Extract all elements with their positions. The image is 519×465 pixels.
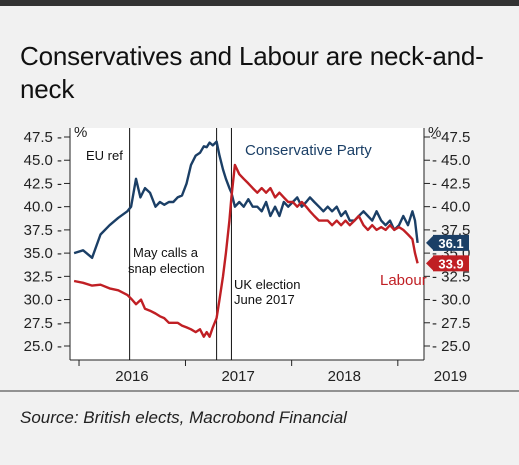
- end-label-value: 36.1: [438, 236, 463, 251]
- x-tick-label: 2016: [115, 368, 148, 385]
- y-right-unit: %: [428, 124, 441, 141]
- y-left-tick-label: 40.0 -: [24, 199, 62, 216]
- end-label-conservative: 36.1: [426, 234, 469, 251]
- y-right-tick-label: - 42.5: [432, 175, 470, 192]
- y-right-tick-label: - 25.0: [432, 338, 470, 355]
- y-left-tick-label: 47.5 -: [24, 129, 62, 146]
- y-right-tick-label: - 45.0: [432, 152, 470, 169]
- y-left-tick-label: 45.0 -: [24, 152, 62, 169]
- y-left-tick-label: 42.5 -: [24, 175, 62, 192]
- end-label-value: 33.9: [438, 256, 463, 271]
- snap-election-label-line1: May calls a: [133, 245, 199, 260]
- y-right-tick-label: - 30.0: [432, 292, 470, 309]
- top-accent-bar: [0, 0, 519, 6]
- end-label-labour: 33.9: [426, 255, 469, 272]
- snap-election-label-line2: snap election: [128, 261, 205, 276]
- y-right-tick-label: - 40.0: [432, 199, 470, 216]
- end-label-box: [433, 234, 469, 251]
- plot-area: [70, 128, 424, 360]
- y-left-tick-label: 32.5 -: [24, 268, 62, 285]
- x-tick-label: 2018: [328, 368, 361, 385]
- end-label-box: [433, 255, 469, 272]
- y-left-unit: %: [74, 124, 87, 141]
- series-line-labour: [73, 163, 419, 338]
- y-left-tick-label: 25.0 -: [24, 338, 62, 355]
- labour-legend-label: Labour: [380, 272, 427, 289]
- chart-title: Conservatives and Labour are neck-and-ne…: [20, 41, 484, 104]
- y-right-tick-label: - 47.5: [432, 129, 470, 146]
- eu-ref-label: EU ref: [86, 148, 123, 163]
- y-left-tick-label: 27.5 -: [24, 315, 62, 332]
- uk-election-label-line1: UK election: [234, 277, 300, 292]
- series-line-conservative: [73, 140, 419, 259]
- uk-election-label-line2: June 2017: [234, 292, 295, 307]
- end-label-pointer: [426, 235, 433, 250]
- y-right-tick-label: - 32.5: [432, 268, 470, 285]
- x-tick-label: 2019: [434, 368, 467, 385]
- y-left-tick-label: 35.0 -: [24, 245, 62, 262]
- y-right-tick-label: - 27.5: [432, 315, 470, 332]
- y-right-tick-label: - 37.5: [432, 222, 470, 239]
- y-left-tick-label: 37.5 -: [24, 222, 62, 239]
- conservative-legend-label: Conservative Party: [245, 142, 372, 159]
- y-left-tick-label: 30.0 -: [24, 292, 62, 309]
- x-tick-label: 2017: [221, 368, 254, 385]
- source-note: Source: British elects, Macrobond Financ…: [20, 408, 347, 427]
- end-label-pointer: [426, 256, 433, 271]
